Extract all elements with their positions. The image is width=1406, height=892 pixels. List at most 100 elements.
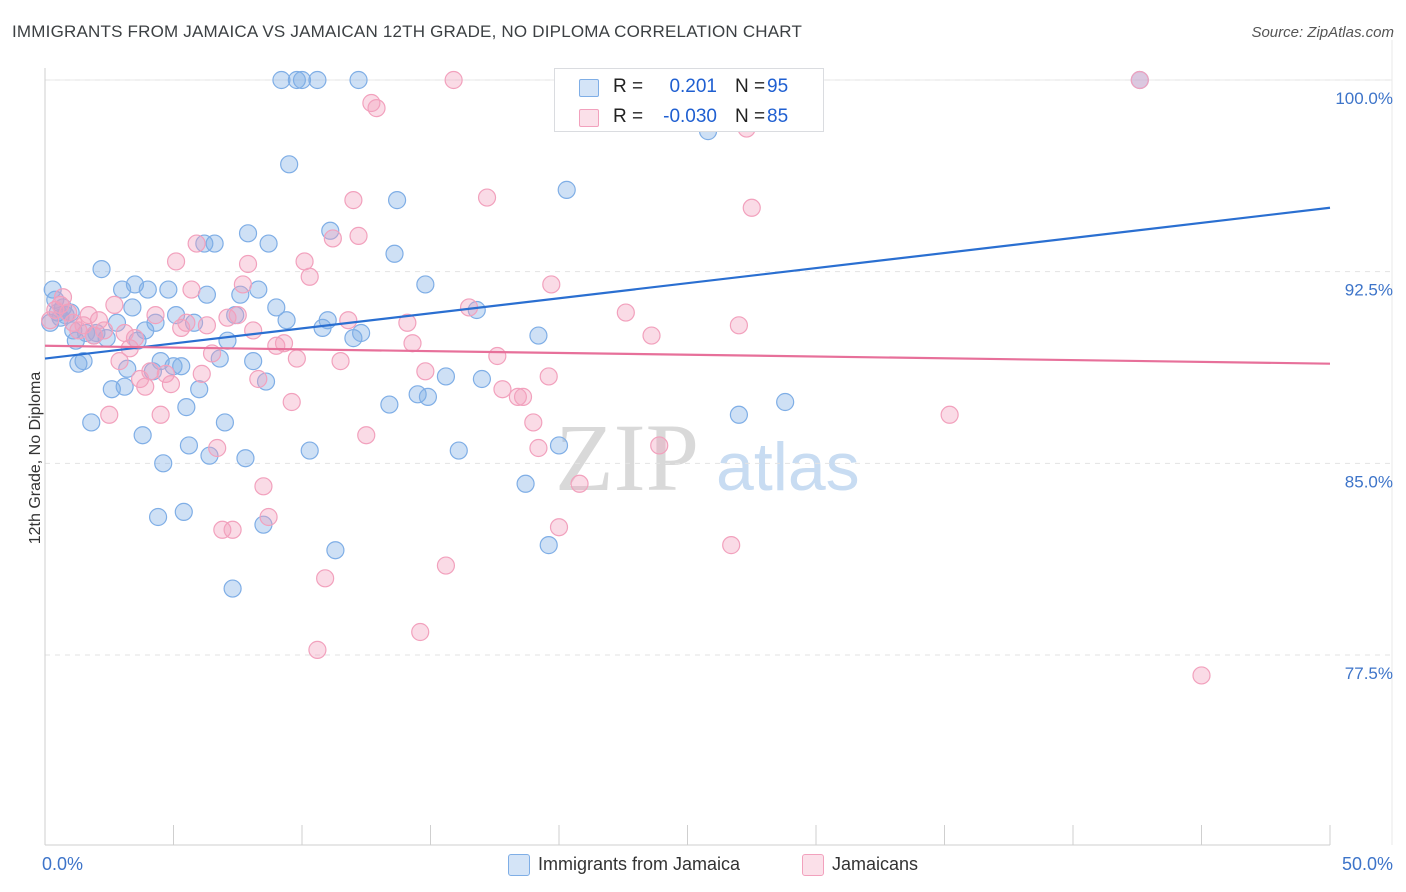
n-value: 95 — [767, 76, 789, 97]
data-point — [172, 357, 191, 376]
x-tick-label-min: 0.0% — [42, 854, 83, 874]
data-point — [308, 640, 327, 659]
data-point — [179, 436, 199, 455]
n-label: N = — [735, 106, 766, 127]
data-point — [74, 352, 93, 371]
data-point — [493, 380, 512, 399]
r-label: R = — [613, 106, 644, 127]
data-point — [192, 364, 211, 383]
data-point — [166, 252, 186, 271]
data-point — [349, 70, 368, 90]
data-point — [477, 188, 497, 207]
data-point — [161, 375, 181, 394]
data-point — [557, 180, 576, 199]
stat-swatch-immigrants — [579, 79, 599, 97]
x-tick-labels: 0.0% 50.0% — [42, 854, 1393, 874]
data-point — [339, 311, 358, 330]
y-tick-label: 92.5% — [1345, 281, 1393, 300]
data-point — [105, 295, 124, 314]
r-label: R = — [613, 76, 644, 97]
watermark-atlas: atlas — [716, 429, 860, 505]
stat-row-jamaicans: R = -0.030 N = 85 — [555, 101, 823, 131]
data-point — [156, 364, 175, 383]
data-point — [115, 377, 134, 396]
data-point — [570, 474, 589, 493]
data-point — [292, 70, 312, 90]
legend-label-jamaicans: Jamaicans — [832, 854, 919, 874]
series-jamaicans-points — [41, 70, 1211, 685]
data-point — [218, 331, 237, 350]
data-point — [308, 70, 327, 90]
data-point — [238, 254, 258, 274]
data-point — [729, 405, 749, 424]
data-point — [416, 275, 435, 294]
data-point — [513, 387, 533, 406]
data-point — [79, 306, 98, 325]
data-point — [444, 70, 463, 90]
data-point — [472, 369, 491, 389]
data-point — [326, 541, 345, 560]
data-point — [529, 438, 548, 458]
data-point — [118, 359, 137, 378]
data-point — [195, 234, 214, 253]
data-point — [197, 285, 217, 304]
watermark-zip: ZIP — [555, 404, 699, 511]
data-point — [352, 323, 371, 343]
stat-row-immigrants: R = 0.201 N = 95 — [555, 71, 823, 101]
data-point — [742, 198, 761, 217]
data-point — [95, 321, 114, 340]
data-point — [244, 321, 263, 340]
data-point — [940, 405, 959, 424]
trend-line-jamaicans — [44, 344, 1331, 365]
data-point — [539, 367, 558, 386]
data-point — [41, 311, 60, 330]
legend-swatch-immigrants — [508, 854, 530, 876]
data-point — [436, 556, 456, 575]
data-point — [59, 303, 78, 322]
r-value: -0.030 — [663, 106, 717, 127]
data-point — [182, 280, 201, 299]
data-point — [238, 224, 258, 243]
data-point — [642, 326, 661, 345]
data-point — [549, 518, 569, 537]
data-point — [300, 441, 319, 460]
data-point — [616, 303, 635, 322]
legend: Immigrants from Jamaica Jamaicans — [0, 852, 1406, 878]
data-point — [729, 316, 749, 335]
watermark: ZIP atlas — [555, 404, 860, 511]
data-point — [516, 474, 535, 493]
data-point — [331, 352, 350, 371]
data-point — [385, 244, 404, 263]
data-point — [236, 449, 255, 468]
data-point — [146, 313, 165, 332]
data-point — [380, 395, 399, 414]
data-point — [287, 349, 306, 368]
data-point — [300, 267, 319, 286]
data-point — [205, 234, 224, 253]
data-point — [197, 316, 217, 335]
data-point — [228, 306, 247, 325]
data-point — [403, 334, 422, 353]
data-point — [436, 367, 456, 386]
r-value: 0.201 — [669, 76, 717, 97]
n-value: 85 — [767, 106, 789, 127]
data-point — [133, 426, 152, 445]
data-point — [174, 502, 193, 521]
data-point — [267, 298, 286, 317]
data-point — [159, 280, 178, 299]
data-point — [722, 536, 741, 555]
axes — [44, 40, 1393, 846]
data-point — [89, 311, 109, 330]
data-point — [287, 70, 306, 90]
data-point — [549, 436, 569, 455]
data-point — [148, 507, 168, 527]
data-point — [277, 311, 296, 330]
data-point — [488, 346, 507, 366]
data-point — [146, 306, 165, 325]
data-point — [249, 369, 268, 389]
data-point — [200, 446, 219, 465]
data-point — [164, 357, 183, 376]
data-point — [280, 155, 299, 174]
legend-label-immigrants: Immigrants from Jamaica — [538, 854, 741, 874]
